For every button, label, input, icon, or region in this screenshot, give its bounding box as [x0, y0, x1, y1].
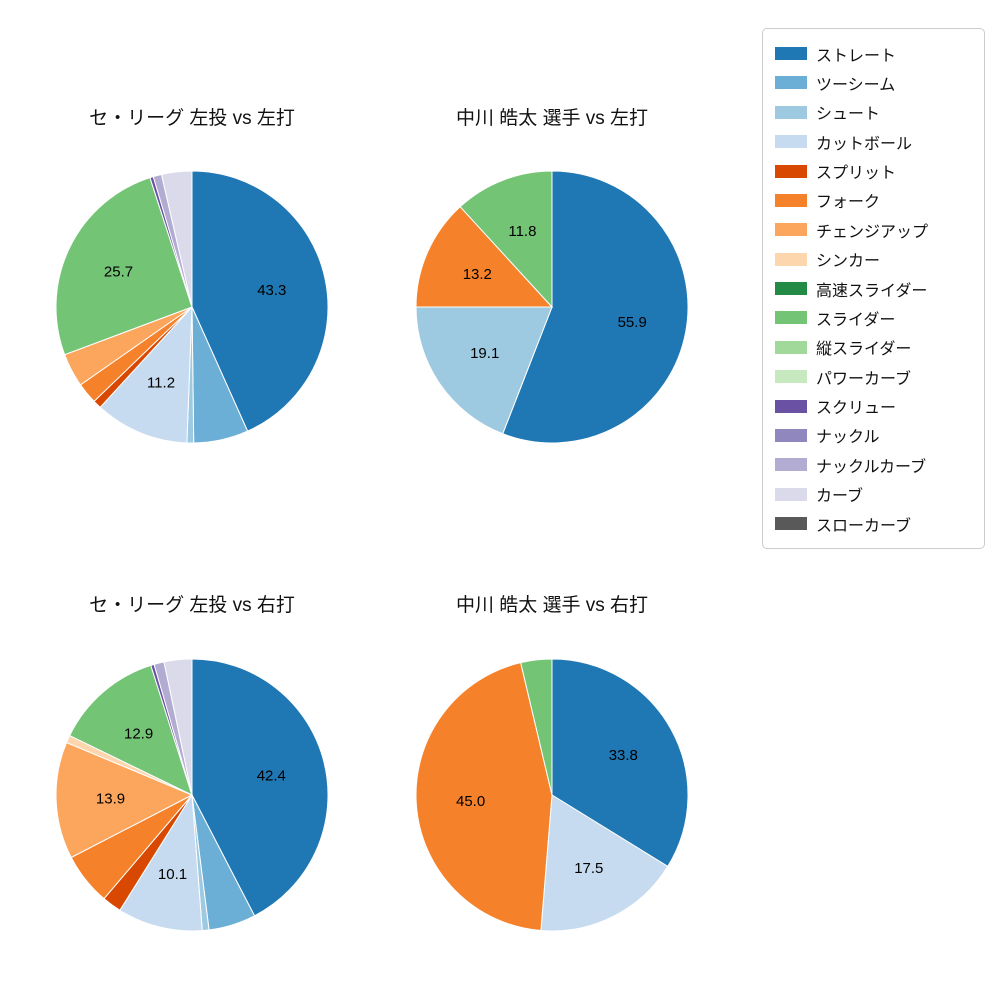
legend-item: ツーシーム — [775, 68, 972, 97]
legend-item: スライダー — [775, 303, 972, 332]
legend-label: シュート — [816, 106, 881, 124]
pie-value-label: 33.8 — [609, 747, 638, 764]
legend-color-swatch — [775, 517, 807, 530]
legend-item: フォーク — [775, 186, 972, 215]
pie-slice — [99, 305, 193, 444]
pie-value-label: 55.9 — [618, 314, 647, 331]
legend-color-swatch — [775, 105, 807, 119]
pie-svg: 33.8 17.5 45.0 — [415, 658, 689, 932]
pie-slice — [160, 170, 193, 308]
legend-color-swatch — [775, 282, 807, 295]
pie-value-label: 11.2 — [147, 375, 175, 392]
legend-color-swatch — [775, 252, 807, 266]
legend-item: ナックルカーブ — [775, 450, 972, 479]
legend-label: カーブ — [816, 488, 864, 506]
pie-slice — [55, 177, 193, 356]
pie-slice — [459, 170, 553, 309]
legend-color-swatch — [775, 340, 807, 354]
legend-color-swatch — [775, 399, 807, 413]
legend-item: シンカー — [775, 245, 972, 274]
legend-label: 高速スライダー — [816, 282, 928, 300]
pie-svg: 43.3 11.2 25.7 — [55, 170, 329, 444]
legend-label: ツーシーム — [816, 76, 896, 94]
chart-title-league-lhp-vs-rhb: セ・リーグ 左投 vs 右打 — [89, 595, 295, 616]
legend-label: チェンジアップ — [816, 223, 929, 241]
legend-item: カットボール — [775, 127, 972, 156]
pie-svg: 42.4 10.1 13.9 12.9 — [55, 658, 329, 932]
pie-slice — [415, 306, 553, 435]
legend-label: スクリュー — [816, 400, 897, 417]
pie-slice — [415, 205, 554, 308]
pie-value-label: 13.9 — [96, 790, 125, 807]
legend-color-swatch — [775, 223, 807, 237]
legend-label: 縦スライダー — [816, 341, 912, 359]
pie-slice — [551, 658, 689, 868]
pitch-type-legend: ストレートツーシームシュートカットボール スプリットフォークチェンジアップ シンカー… — [762, 28, 985, 549]
pie-slice — [540, 794, 669, 932]
legend-label: パワーカーブ — [816, 370, 912, 388]
legend-label: スプリット — [816, 165, 897, 182]
legend-label: ストレート — [816, 47, 897, 65]
pie-chart-league-lhp-vs-rhb: 42.4 10.1 13.9 12.9 — [52, 655, 332, 935]
legend-item: スクリュー — [775, 392, 972, 421]
pie-chart-nakagawa-vs-rhb: 33.8 17.5 45.0 — [412, 655, 692, 935]
legend-item: シュート — [775, 98, 972, 127]
legend-color-swatch — [775, 135, 807, 149]
legend-label: スローカーブ — [816, 517, 912, 535]
legend-item: スローカーブ — [775, 509, 972, 538]
legend-item: 縦スライダー — [775, 333, 972, 362]
chart-title-nakagawa-vs-lhb: 中川 皓太 選手 vs 左打 — [455, 108, 649, 129]
pie-slice — [415, 662, 553, 932]
legend-color-swatch — [775, 193, 807, 207]
legend-item: チェンジアップ — [775, 215, 972, 244]
pie-slice — [191, 658, 329, 917]
legend-label: フォーク — [816, 194, 881, 212]
pie-value-label: 13.2 — [463, 266, 492, 283]
pie-value-label: 11.8 — [508, 223, 536, 240]
legend-label: カットボール — [816, 135, 913, 153]
legend-color-swatch — [775, 370, 807, 384]
pie-svg: 55.9 19.1 13.2 11.8 — [415, 170, 689, 444]
pie-value-label: 17.5 — [574, 860, 603, 877]
legend-label: スライダー — [816, 311, 896, 329]
pie-slice — [520, 658, 553, 796]
legend-color-swatch — [775, 428, 807, 442]
legend-color-swatch — [775, 311, 807, 325]
pie-value-label: 42.4 — [257, 768, 286, 785]
pie-chart-nakagawa-vs-lhb: 55.9 19.1 13.2 11.8 — [412, 167, 692, 447]
pie-value-label: 25.7 — [104, 264, 133, 281]
pie-slice — [55, 741, 194, 859]
pie-value-label: 19.1 — [470, 345, 499, 362]
legend-color-swatch — [775, 458, 807, 472]
pie-slice — [502, 170, 689, 444]
pie-value-label: 45.0 — [456, 793, 485, 810]
legend-item: 高速スライダー — [775, 274, 972, 303]
legend-color-swatch — [775, 47, 807, 60]
pie-slice — [163, 658, 193, 796]
pie-slice — [191, 170, 329, 432]
pie-slice — [69, 664, 193, 796]
pie-value-label: 10.1 — [158, 866, 187, 883]
legend-color-swatch — [775, 487, 807, 501]
pie-value-label: 12.9 — [124, 725, 153, 742]
legend-item: ストレート — [775, 39, 972, 68]
legend-color-swatch — [775, 164, 807, 178]
legend-item: カーブ — [775, 480, 972, 509]
legend-item: パワーカーブ — [775, 362, 972, 391]
chart-title-nakagawa-vs-rhb: 中川 皓太 選手 vs 右打 — [455, 595, 649, 616]
pie-slice — [119, 793, 203, 932]
legend-label: シンカー — [816, 253, 881, 271]
pie-value-label: 43.3 — [257, 282, 286, 299]
legend-color-swatch — [775, 76, 807, 90]
legend-item: ナックル — [775, 421, 972, 450]
legend-label: ナックルカーブ — [816, 458, 927, 476]
legend-item: スプリット — [775, 157, 972, 186]
legend-label: ナックル — [816, 429, 880, 447]
pie-chart-league-lhp-vs-lhb: 43.3 11.2 25.7 — [52, 167, 332, 447]
chart-title-league-lhp-vs-lhb: セ・リーグ 左投 vs 左打 — [89, 108, 295, 129]
